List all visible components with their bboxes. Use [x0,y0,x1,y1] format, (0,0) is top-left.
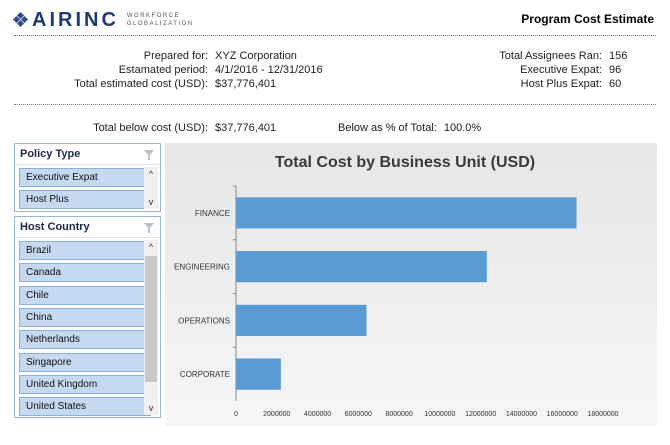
x-tick-label: 10000000 [424,411,455,418]
host-country-list: Brazil Canada Chile China Netherlands Si… [15,238,160,417]
below-pct-value: 100.0% [443,122,482,134]
total-cost-label: Total estimated cost (USD): [74,78,208,90]
host-country-title: Host Country [20,221,90,233]
host-plus-value: 60 [609,78,622,90]
logo-tagline: WORKFORCE GLOBALIZATION [127,12,194,28]
scroll-down-arrow-icon[interactable]: v [148,197,154,207]
scroll-up-arrow-icon[interactable]: ^ [148,242,154,252]
host-country-scrollbar[interactable]: ^ v [144,240,158,415]
x-tick-label: 4000000 [304,411,331,418]
header-divider [14,35,656,36]
below-cost-label: Total below cost (USD): [93,122,208,134]
assignees-label: Total Assignees Ran: [499,50,602,62]
summary-left: Prepared for: XYZ Corporation Estamated p… [60,49,323,91]
logo-name: AIRINC [32,8,119,31]
slicer-item-netherlands[interactable]: Netherlands [19,330,151,349]
slicer-item-singapore[interactable]: Singapore [19,353,151,372]
policy-type-slicer[interactable]: Policy Type Executive Expat Host Plus ^ … [14,143,161,212]
x-tick-label: 2000000 [263,411,290,418]
x-tick-label: 8000000 [385,411,412,418]
clear-filter-icon[interactable] [144,222,155,233]
x-tick-label: 16000000 [547,411,578,418]
bar-engineering [236,251,487,283]
slicer-item-china[interactable]: China [19,308,151,327]
summary-divider [14,104,656,105]
exec-expat-label: Executive Expat: [520,64,602,76]
airinc-logo: AIRINC WORKFORCE GLOBALIZATION [12,8,194,32]
category-label-finance: FINANCE [195,209,230,218]
period-label: Estamated period: [118,64,208,76]
category-label-corporate: CORPORATE [180,370,230,379]
below-pct-label: Below as % of Total: [338,122,437,134]
slicer-item-united-kingdom[interactable]: United Kingdom [19,375,151,394]
period-value: 4/1/2016 - 12/31/2016 [215,64,323,76]
policy-type-header: Policy Type [15,144,160,165]
host-country-slicer[interactable]: Host Country Brazil Canada Chile China N… [14,216,161,418]
x-tick-label: 6000000 [345,411,372,418]
logo-tag-line1: WORKFORCE [126,13,181,19]
bar-chart-svg: Total Cost by Business Unit (USD) FINANC… [174,154,619,418]
host-country-header: Host Country [15,217,160,238]
clear-filter-icon[interactable] [144,149,155,160]
x-tick-label: 0 [234,411,238,418]
bar-operations [236,304,367,336]
diamond-logo-icon [12,11,29,28]
scroll-up-arrow-icon[interactable]: ^ [148,169,154,179]
slicer-item-executive-expat[interactable]: Executive Expat [19,168,151,187]
category-label-engineering: ENGINEERING [174,263,230,272]
below-cost-value: $37,776,401 [215,122,277,134]
summary-right: Total Assignees Ran: 156 Executive Expat:… [470,49,627,91]
slicer-item-chile[interactable]: Chile [19,286,151,305]
prepared-for-value: XYZ Corporation [215,50,297,62]
bar-finance [236,197,577,229]
logo-tag-line2: GLOBALIZATION [126,21,194,27]
report-title: Program Cost Estimate [521,12,654,26]
host-plus-label: Host Plus Expat: [520,78,602,90]
exec-expat-value: 96 [609,64,622,76]
slicer-item-united-states[interactable]: United States [19,397,151,416]
policy-type-list: Executive Expat Host Plus ^ v [15,165,160,211]
below-cost-row: Total below cost (USD): $37,776,401 Belo… [60,121,481,135]
slicer-item-host-plus[interactable]: Host Plus [19,190,151,209]
prepared-for-label: Prepared for: [143,50,208,62]
category-label-operations: OPERATIONS [178,316,230,325]
scroll-down-arrow-icon[interactable]: v [148,403,154,413]
bar-corporate [236,358,281,390]
chart-title: Total Cost by Business Unit (USD) [275,154,535,171]
total-cost-value: $37,776,401 [215,78,277,90]
x-tick-label: 18000000 [587,411,618,418]
slicer-item-canada[interactable]: Canada [19,263,151,282]
x-tick-label: 14000000 [506,411,537,418]
scroll-thumb[interactable] [145,256,157,382]
policy-type-scrollbar[interactable]: ^ v [144,167,158,209]
x-tick-label: 12000000 [465,411,496,418]
policy-type-title: Policy Type [20,148,81,160]
assignees-value: 156 [609,50,628,62]
business-unit-cost-chart: Total Cost by Business Unit (USD) FINANC… [165,143,657,426]
slicer-item-brazil[interactable]: Brazil [19,241,151,260]
